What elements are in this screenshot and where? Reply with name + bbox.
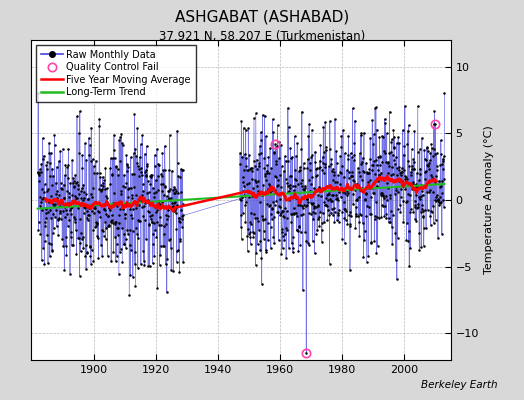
Text: Berkeley Earth: Berkeley Earth [421,380,498,390]
Legend: Raw Monthly Data, Quality Control Fail, Five Year Moving Average, Long-Term Tren: Raw Monthly Data, Quality Control Fail, … [36,45,196,102]
Y-axis label: Temperature Anomaly (°C): Temperature Anomaly (°C) [484,126,495,274]
Text: ASHGABAT (ASHABAD): ASHGABAT (ASHABAD) [175,10,349,25]
Text: 37.921 N, 58.207 E (Turkmenistan): 37.921 N, 58.207 E (Turkmenistan) [159,30,365,43]
